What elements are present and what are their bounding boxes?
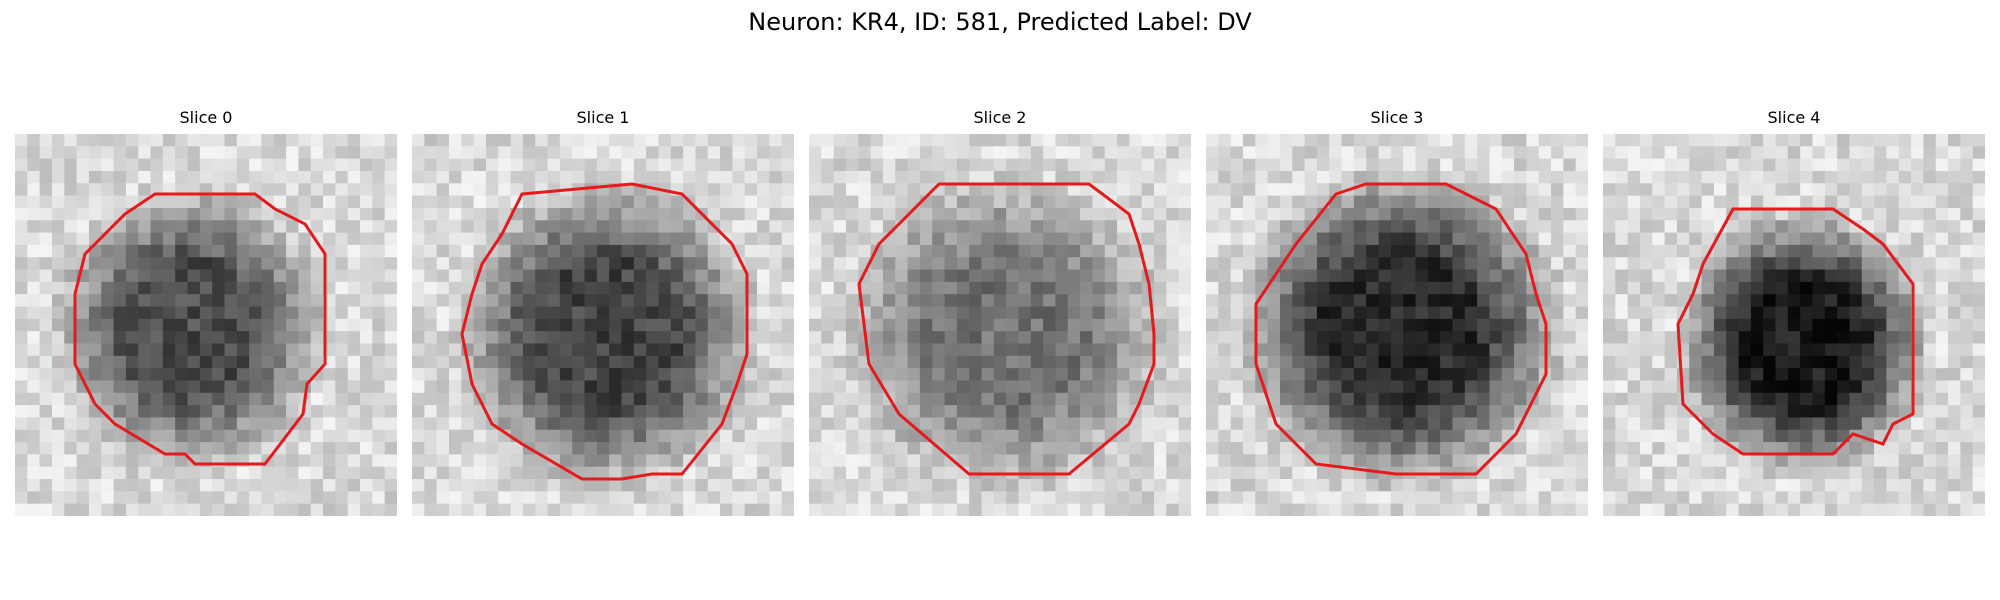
slice-image-0 bbox=[15, 134, 397, 516]
contour-outline-4 bbox=[1676, 207, 1915, 456]
slice-title-2: Slice 2 bbox=[973, 108, 1027, 127]
slice-image-2 bbox=[809, 134, 1191, 516]
figure-title: Neuron: KR4, ID: 581, Predicted Label: D… bbox=[748, 8, 1252, 36]
contour-outline-1 bbox=[460, 182, 749, 481]
slice-panel-0: Slice 0 bbox=[15, 108, 397, 516]
slice-image-4 bbox=[1603, 134, 1985, 516]
slice-pixels-4 bbox=[1603, 134, 1985, 516]
slice-panel-1: Slice 1 bbox=[412, 108, 794, 516]
slice-title-4: Slice 4 bbox=[1767, 108, 1821, 127]
slice-pixels-2 bbox=[809, 134, 1191, 516]
slice-image-1 bbox=[412, 134, 794, 516]
contour-outline-3 bbox=[1254, 182, 1548, 476]
slice-panel-2: Slice 2 bbox=[809, 108, 1191, 516]
contour-outline-0 bbox=[73, 192, 327, 466]
slice-image-3 bbox=[1206, 134, 1588, 516]
slice-title-0: Slice 0 bbox=[179, 108, 233, 127]
slice-title-3: Slice 3 bbox=[1370, 108, 1424, 127]
slice-panel-4: Slice 4 bbox=[1603, 108, 1985, 516]
slice-pixels-0 bbox=[15, 134, 397, 516]
slice-pixels-1 bbox=[412, 134, 794, 516]
slice-pixels-3 bbox=[1206, 134, 1588, 516]
slice-title-1: Slice 1 bbox=[576, 108, 630, 127]
contour-outline-2 bbox=[857, 182, 1156, 476]
slice-panel-3: Slice 3 bbox=[1206, 108, 1588, 516]
